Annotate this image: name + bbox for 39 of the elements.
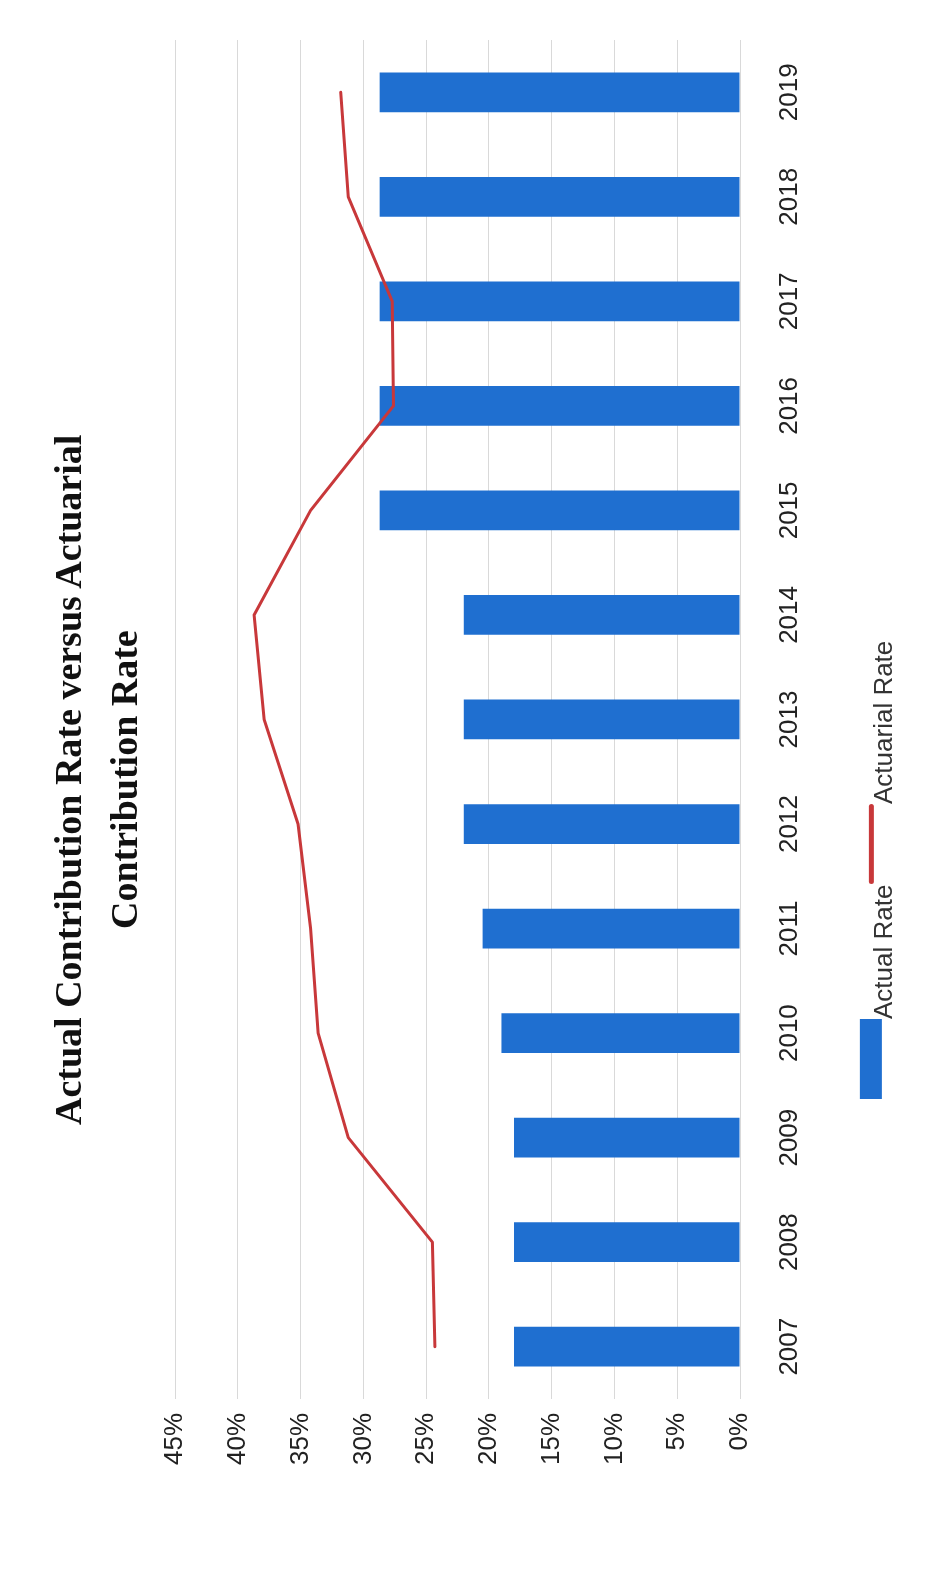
- y-tick-label: 2008: [773, 1213, 804, 1272]
- bar: [379, 490, 740, 531]
- y-tick-label: 2009: [773, 1108, 804, 1167]
- x-tick-label: 0%: [723, 1412, 754, 1451]
- x-tick-label: 25%: [409, 1412, 440, 1466]
- y-tick-label: 2016: [773, 376, 804, 435]
- bar: [463, 595, 740, 635]
- x-tick-label: 40%: [220, 1412, 251, 1466]
- text: Actuarial Rate: [867, 641, 898, 805]
- y-tick-label: 2019: [773, 63, 804, 122]
- bar: [501, 1013, 740, 1053]
- y-tick-label: 2007: [773, 1317, 804, 1376]
- y-tick-label: 2011: [773, 900, 804, 957]
- y-tick-label: 2013: [773, 690, 804, 749]
- bar: [514, 1117, 740, 1158]
- bar: [482, 908, 740, 949]
- bar: [514, 1326, 740, 1367]
- bar: [379, 176, 740, 217]
- x-tick-label: 20%: [472, 1412, 503, 1466]
- text: Actual Rate: [867, 884, 898, 1019]
- bar: [514, 1222, 740, 1263]
- y-tick-label: 2017: [773, 272, 804, 331]
- x-tick-label: 15%: [534, 1412, 565, 1466]
- y-tick-label: 2014: [773, 586, 804, 644]
- y-tick-label: 2010: [773, 1004, 804, 1063]
- x-tick-label: 35%: [283, 1412, 314, 1466]
- bar: [463, 804, 740, 844]
- bar: [463, 699, 740, 740]
- x-tick-label: 10%: [597, 1412, 628, 1466]
- y-tick-label: 2012: [773, 795, 804, 853]
- bar: [379, 72, 740, 113]
- y-tick-label: 2015: [773, 481, 804, 540]
- text: Actual Contribution Rate versus Actuarial Contribution Rate: [46, 433, 146, 1128]
- bar: [379, 386, 740, 426]
- x-tick-label: 45%: [158, 1412, 189, 1466]
- y-tick-label: 2018: [773, 167, 804, 226]
- x-tick-label: 5%: [660, 1412, 691, 1451]
- x-tick-label: 30%: [346, 1412, 377, 1466]
- bar: [379, 281, 740, 322]
